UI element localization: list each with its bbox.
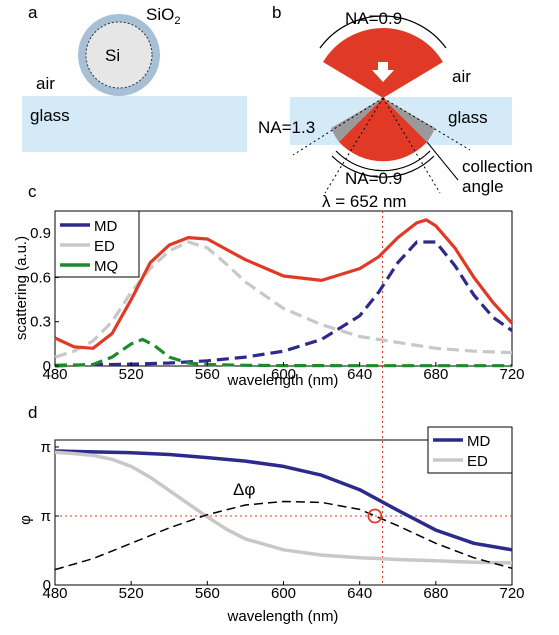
chart-d-series-md	[54, 449, 513, 552]
chart-c-ytick-label: 0	[43, 358, 51, 375]
chart-d-ytick-label: π	[41, 439, 51, 456]
glass-substrate	[22, 96, 247, 152]
chart-c-series-md	[54, 240, 513, 367]
panel-b-letter: b	[272, 3, 281, 22]
chart-d-xtick-label: 680	[423, 585, 448, 602]
si-label: Si	[105, 46, 120, 65]
collection-pointer	[426, 141, 459, 181]
na-bottom-label: NA=0.9	[345, 169, 402, 188]
na-top-label: NA=0.9	[345, 9, 402, 28]
chart-c-xtick-label: 520	[119, 366, 144, 383]
air-label-a: air	[36, 74, 55, 93]
chart-d-xlabel: wavelength (nm)	[227, 608, 339, 625]
chart-d-series-ed	[54, 450, 513, 565]
chart-c-xlabel: wavelength (nm)	[227, 372, 339, 389]
panel-c: c λ = 652 nm 480 520 560 600 640 680 720 0 0.3 0.…	[13, 182, 525, 585]
collection-label: collection	[462, 157, 533, 176]
chart-c-series-total	[54, 218, 514, 350]
chart-c-axes: 480 520 560 600 640 680 720 0 0.3 0.6 0.9	[30, 225, 524, 383]
legend-md: MD	[94, 218, 117, 235]
air-label-b: air	[452, 67, 471, 86]
bottom-collection-cone	[339, 98, 427, 162]
chart-c-ytick-label: 0.3	[30, 314, 51, 331]
panel-a: a Si SiO2 air glass	[22, 3, 247, 152]
angle-label: angle	[462, 177, 504, 196]
chart-d-xtick-label: 720	[499, 585, 524, 602]
chart-c-series-mq	[54, 337, 512, 368]
legend-d-ed: ED	[467, 453, 488, 470]
chart-d-ytick-label: 0	[43, 577, 51, 594]
panel-d-letter: d	[28, 403, 37, 422]
chart-d-series-delta-phi	[54, 500, 513, 571]
chart-c-xtick-label: 680	[423, 366, 448, 383]
chart-d-xtick-label: 480	[42, 585, 67, 602]
chart-c-xtick-label: 720	[499, 366, 524, 383]
top-na-arc	[319, 15, 447, 49]
chart-c-xtick-label: 480	[42, 366, 67, 383]
crossing-marker	[367, 508, 383, 524]
delta-phi-annotation: Δφ	[233, 480, 255, 499]
na09-line-right	[382, 97, 441, 194]
collection-angle-wedge	[331, 98, 435, 142]
glass-label-a: glass	[30, 106, 70, 125]
chart-c-xtick-label: 600	[271, 366, 296, 383]
panel-a-letter: a	[28, 3, 38, 22]
chart-d-axes: 480 520 560 600 640 680 720 0 π π	[41, 439, 525, 602]
glass-label-b: glass	[448, 108, 488, 127]
chart-c-xtick-label: 560	[195, 366, 220, 383]
chart-c-ytick-label: 0.9	[30, 225, 51, 242]
na-left-label: NA=1.3	[258, 118, 315, 137]
chart-d-ytick-label: π	[41, 508, 51, 525]
si-core	[85, 21, 153, 89]
panel-b: b NA=0.9 air glass NA=1.3 NA=0.9 collect…	[258, 3, 533, 196]
chart-d-ylabel: φ	[17, 515, 34, 525]
lambda-annotation: λ = 652 nm	[322, 192, 407, 211]
chart-c-legend: MD ED MQ	[54, 210, 140, 278]
chart-d-xtick-label: 600	[271, 585, 296, 602]
chart-c-xtick-label: 640	[347, 366, 372, 383]
chart-d-legend: MD ED	[427, 426, 513, 474]
incident-arrow-icon	[372, 62, 394, 82]
chart-d-xtick-label: 560	[195, 585, 220, 602]
legend-d-md: MD	[467, 433, 490, 450]
panel-c-letter: c	[28, 182, 37, 201]
chart-c-ytick-label: 0.6	[30, 269, 51, 286]
chart-c-plot	[54, 211, 514, 585]
chart-d-xtick-label: 640	[347, 585, 372, 602]
legend-ed: ED	[94, 238, 115, 255]
chart-c-series-ed	[54, 240, 513, 359]
legend-mq: MQ	[94, 258, 118, 275]
na09-line-left	[324, 97, 384, 194]
bottom-na-arc-outer	[331, 155, 435, 178]
panel-d: d 480 520 560 600 640 680 720 0 π π Δφ wavelength…	[17, 403, 525, 625]
na13-line-right	[382, 97, 471, 151]
chart-d-xtick-label: 520	[119, 585, 144, 602]
sio2-label: SiO2	[146, 5, 180, 27]
chart-d-plot	[54, 449, 513, 571]
chart-c-ylabel: scattering (a.u.)	[13, 236, 30, 340]
